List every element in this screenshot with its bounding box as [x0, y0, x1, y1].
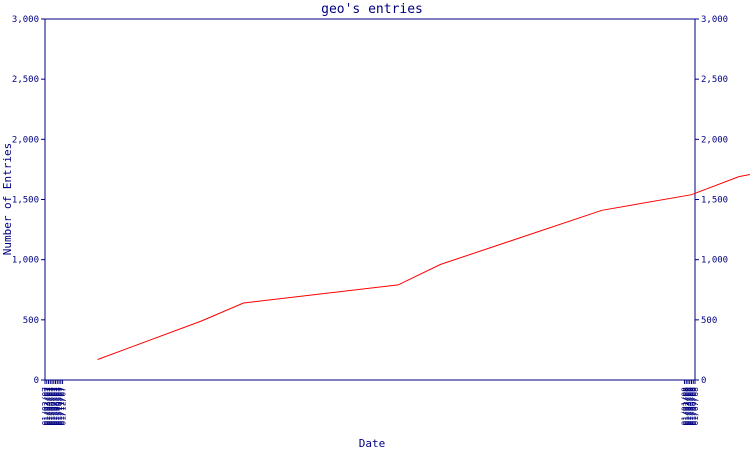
y-tick-label-right: 1,000: [701, 256, 728, 266]
series-line: [97, 173, 750, 360]
y-tick-label-right: 500: [701, 316, 717, 326]
x-tick-label: 01/03/08: [684, 387, 693, 426]
y-tick-label-left: 1,500: [12, 196, 39, 206]
x-tick-label: 01/08/07: [52, 387, 61, 426]
right-axis: 0 500 1,000 1,500 2,000 2,500 3,000: [695, 15, 728, 386]
y-tick-label-right: 0: [701, 376, 706, 386]
x-axis: 01/02/0701/03/0701/04/0701/05/0701/06/07…: [41, 380, 700, 426]
x-tick-label: 01/11/07: [57, 387, 66, 426]
x-tick-label: 01/07/07: [50, 387, 59, 426]
x-tick-label: 01/04/07: [45, 387, 54, 426]
left-axis: 0 500 1,000 1,500 2,000 2,500 3,000: [12, 15, 45, 386]
x-tick-label: 01/09/07: [53, 387, 62, 426]
chart-title: geo's entries: [321, 2, 423, 17]
y-axis-label: Number of Entries: [1, 143, 14, 256]
y-tick-label-right: 2,000: [701, 135, 728, 145]
x-tick-label: 01/07/08: [691, 387, 700, 426]
y-tick-label-left: 0: [34, 376, 39, 386]
x-tick-label: 01/05/08: [687, 387, 696, 426]
x-tick-label: 01/03/07: [43, 387, 52, 426]
x-tick-label: 01/10/07: [55, 387, 64, 426]
y-tick-label-right: 1,500: [701, 196, 728, 206]
x-tick-label: 01/04/08: [686, 387, 695, 426]
y-tick-label-left: 1,000: [12, 256, 39, 266]
x-tick-label: 01/06/07: [48, 387, 57, 426]
x-tick-label: 01/01/08: [680, 387, 689, 426]
plot-frame: [44, 18, 696, 381]
x-axis-label: Date: [359, 437, 386, 450]
x-tick-label: 01/02/08: [682, 387, 691, 426]
y-tick-label-left: 2,500: [12, 75, 39, 85]
x-tick-label: 01/12/07: [59, 387, 68, 426]
x-tick-label: 01/05/07: [46, 387, 55, 426]
y-tick-label-left: 2,000: [12, 135, 39, 145]
y-tick-label-right: 2,500: [701, 75, 728, 85]
y-tick-label-right: 3,000: [701, 15, 728, 25]
x-tick-label: 01/06/08: [689, 387, 698, 426]
x-tick-label: 01/02/07: [41, 387, 50, 426]
y-tick-label-left: 3,000: [12, 15, 39, 25]
y-tick-label-left: 500: [23, 316, 39, 326]
